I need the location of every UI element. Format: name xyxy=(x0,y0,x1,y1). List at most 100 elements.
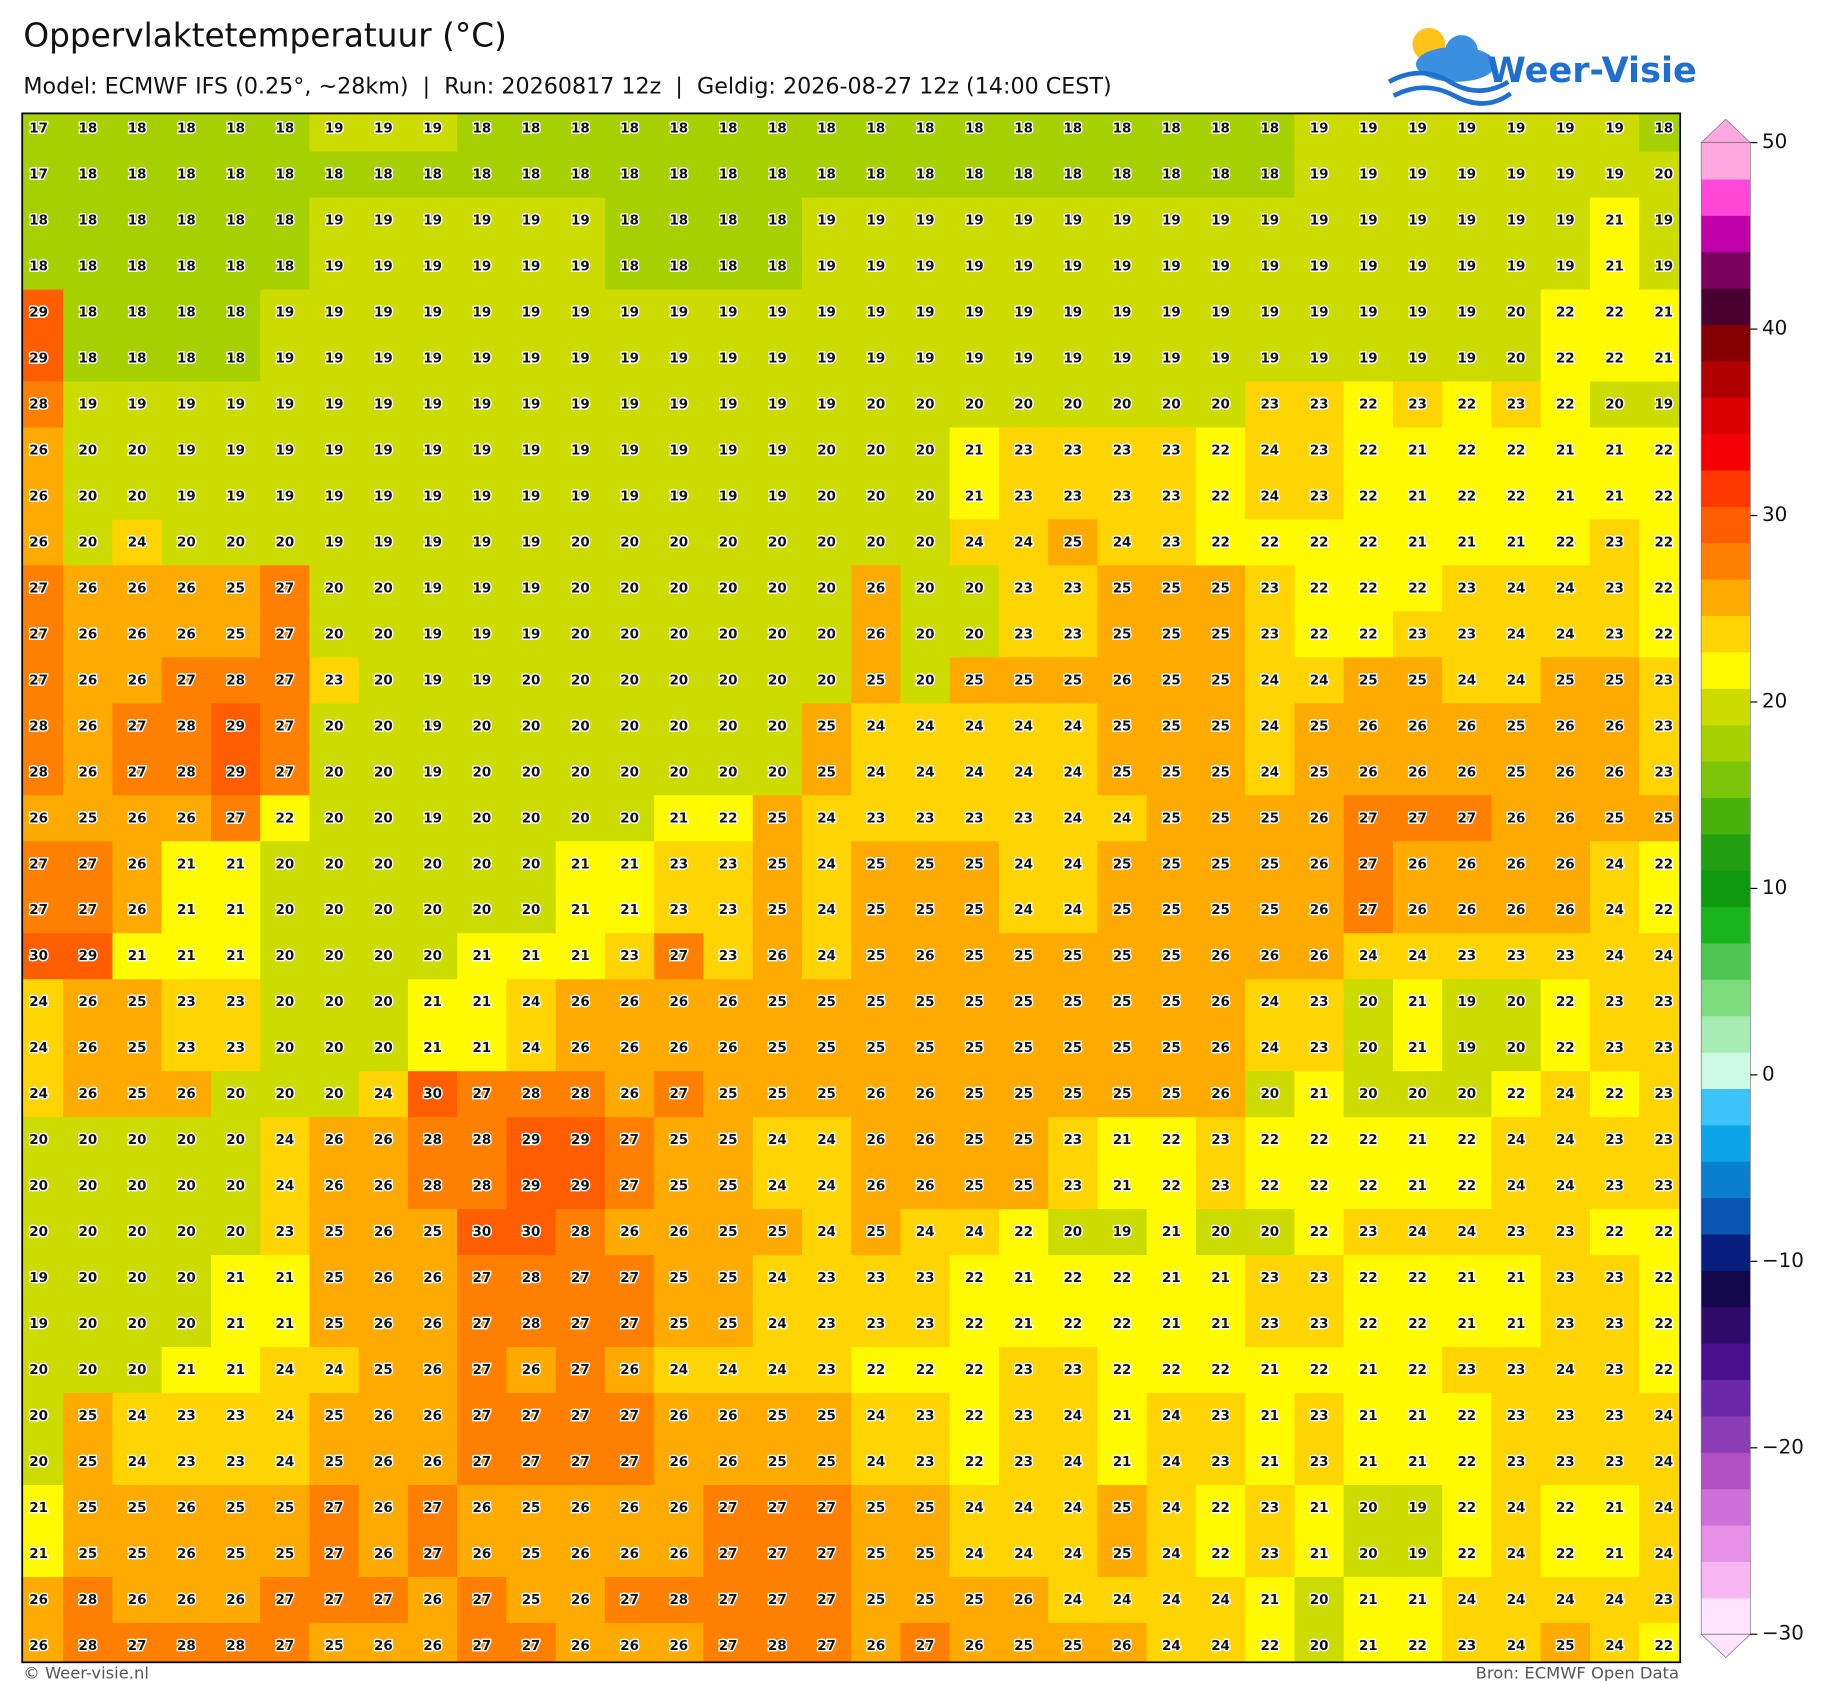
temperature-label: 18 xyxy=(1211,122,1230,137)
temperature-cell xyxy=(703,611,754,659)
temperature-label: 18 xyxy=(275,214,294,229)
temperature-cell xyxy=(1245,1255,1296,1302)
temperature-label: 25 xyxy=(817,765,836,780)
temperature-label: 23 xyxy=(669,903,688,918)
temperature-label: 18 xyxy=(620,168,639,183)
temperature-label: 23 xyxy=(226,1455,245,1470)
temperature-cell xyxy=(1491,1209,1542,1256)
temperature-cell xyxy=(1392,335,1443,383)
temperature-label: 25 xyxy=(78,1409,97,1424)
temperature-cell xyxy=(654,1485,705,1532)
temperature-cell xyxy=(1146,1301,1197,1348)
temperature-cell xyxy=(309,1163,360,1210)
temperature-field xyxy=(22,113,1681,1663)
temperature-cell xyxy=(998,1117,1049,1164)
colorbar-block xyxy=(1701,288,1751,325)
temperature-cell xyxy=(63,1117,114,1164)
temperature-cell xyxy=(1491,979,1542,1026)
temperature-label: 24 xyxy=(1014,765,1033,780)
temperature-label: 26 xyxy=(374,1225,393,1240)
temperature-label: 19 xyxy=(1556,122,1575,137)
temperature-label: 19 xyxy=(620,443,639,458)
temperature-cell xyxy=(1097,197,1148,245)
temperature-label: 19 xyxy=(325,306,344,321)
temperature-label: 18 xyxy=(768,168,787,183)
temperature-label: 29 xyxy=(29,306,48,321)
temperature-cell xyxy=(1343,703,1394,751)
temperature-label: 21 xyxy=(1260,1593,1279,1608)
temperature-cell xyxy=(210,473,261,521)
temperature-label: 19 xyxy=(1211,214,1230,229)
temperature-cell xyxy=(1245,795,1296,842)
temperature-cell xyxy=(703,427,754,475)
temperature-cell xyxy=(998,243,1049,291)
temperature-cell xyxy=(801,1071,852,1118)
temperature-label: 19 xyxy=(916,214,935,229)
temperature-label: 27 xyxy=(472,1087,491,1102)
temperature-label: 22 xyxy=(1654,627,1673,642)
temperature-cell xyxy=(752,749,803,797)
temperature-cell xyxy=(1392,289,1443,337)
temperature-cell xyxy=(1540,381,1591,429)
temperature-cell xyxy=(457,151,508,199)
temperature-cell xyxy=(112,1209,163,1256)
temperature-cell xyxy=(801,657,852,705)
temperature-cell xyxy=(161,749,212,797)
temperature-label: 24 xyxy=(1211,1639,1230,1654)
temperature-cell xyxy=(1097,473,1148,521)
temperature-cell xyxy=(851,197,902,245)
temperature-cell xyxy=(1491,1117,1542,1164)
temperature-label: 24 xyxy=(1260,765,1279,780)
temperature-cell xyxy=(407,1439,458,1486)
temperature-label: 19 xyxy=(620,397,639,412)
temperature-cell xyxy=(703,1117,754,1164)
temperature-cell xyxy=(358,381,409,429)
temperature-cell xyxy=(210,1347,261,1394)
temperature-cell xyxy=(358,933,409,980)
temperature-cell xyxy=(210,565,261,613)
temperature-label: 24 xyxy=(275,1363,294,1378)
temperature-cell xyxy=(1491,657,1542,705)
temperature-cell xyxy=(1146,795,1197,842)
temperature-label: 19 xyxy=(423,397,442,412)
temperature-label: 26 xyxy=(571,1593,590,1608)
temperature-cell xyxy=(506,473,557,521)
temperature-label: 20 xyxy=(1063,397,1082,412)
temperature-label: 20 xyxy=(177,535,196,550)
temperature-cell xyxy=(604,1485,655,1532)
temperature-label: 25 xyxy=(719,1225,738,1240)
temperature-label: 22 xyxy=(1507,1087,1526,1102)
temperature-cell xyxy=(1294,1209,1345,1256)
temperature-label: 22 xyxy=(1211,535,1230,550)
temperature-label: 24 xyxy=(965,1547,984,1562)
temperature-cell xyxy=(752,289,803,337)
temperature-label: 19 xyxy=(1063,306,1082,321)
temperature-label: 18 xyxy=(1211,168,1230,183)
temperature-cell xyxy=(457,979,508,1026)
temperature-label: 26 xyxy=(669,1501,688,1516)
temperature-cell xyxy=(1589,1117,1640,1164)
temperature-cell xyxy=(407,657,458,705)
colorbar-block xyxy=(1701,979,1751,1017)
temperature-label: 24 xyxy=(817,1179,836,1194)
temperature-cell xyxy=(851,611,902,659)
temperature-cell xyxy=(949,1485,1000,1532)
temperature-label: 24 xyxy=(1507,1593,1526,1608)
temperature-cell xyxy=(1097,1071,1148,1118)
temperature-cell xyxy=(801,611,852,659)
temperature-label: 24 xyxy=(1063,811,1082,826)
temperature-cell xyxy=(1146,1255,1197,1302)
temperature-cell xyxy=(1442,473,1493,521)
temperature-cell xyxy=(1639,151,1681,199)
temperature-cell xyxy=(900,1209,951,1256)
temperature-label: 22 xyxy=(965,1363,984,1378)
temperature-label: 20 xyxy=(719,581,738,596)
temperature-cell xyxy=(1195,1439,1246,1486)
temperature-cell xyxy=(1195,1301,1246,1348)
temperature-label: 20 xyxy=(571,673,590,688)
temperature-label: 23 xyxy=(1457,627,1476,642)
temperature-label: 18 xyxy=(29,214,48,229)
temperature-label: 25 xyxy=(128,995,147,1010)
temperature-cell xyxy=(309,795,360,842)
temperature-label: 20 xyxy=(571,627,590,642)
